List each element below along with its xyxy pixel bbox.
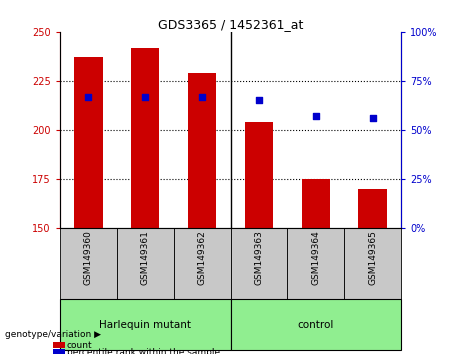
Text: genotype/variation ▶: genotype/variation ▶ — [5, 330, 100, 339]
Bar — [117, 228, 174, 299]
Text: percentile rank within the sample: percentile rank within the sample — [67, 348, 220, 354]
Point — [198, 94, 206, 99]
Point — [255, 98, 263, 103]
Bar — [358, 189, 387, 228]
Point — [369, 115, 376, 121]
Text: GSM149363: GSM149363 — [254, 230, 263, 285]
Bar — [230, 299, 401, 350]
Text: GSM149361: GSM149361 — [141, 230, 150, 285]
Text: GSM149365: GSM149365 — [368, 230, 377, 285]
Text: GSM149362: GSM149362 — [198, 230, 207, 285]
Bar — [245, 122, 273, 228]
Text: GSM149360: GSM149360 — [84, 230, 93, 285]
Bar — [301, 179, 330, 228]
Text: count: count — [67, 341, 93, 350]
Point — [312, 113, 319, 119]
Bar — [74, 57, 102, 228]
Text: Harlequin mutant: Harlequin mutant — [99, 320, 191, 330]
Bar — [344, 228, 401, 299]
Bar — [174, 228, 230, 299]
Bar — [230, 228, 287, 299]
Title: GDS3365 / 1452361_at: GDS3365 / 1452361_at — [158, 18, 303, 31]
Text: GSM149364: GSM149364 — [311, 230, 320, 285]
Bar — [188, 73, 216, 228]
Bar — [131, 47, 160, 228]
Bar — [60, 228, 117, 299]
Point — [85, 94, 92, 99]
Point — [142, 94, 149, 99]
Bar — [287, 228, 344, 299]
Bar — [60, 299, 230, 350]
Text: control: control — [298, 320, 334, 330]
